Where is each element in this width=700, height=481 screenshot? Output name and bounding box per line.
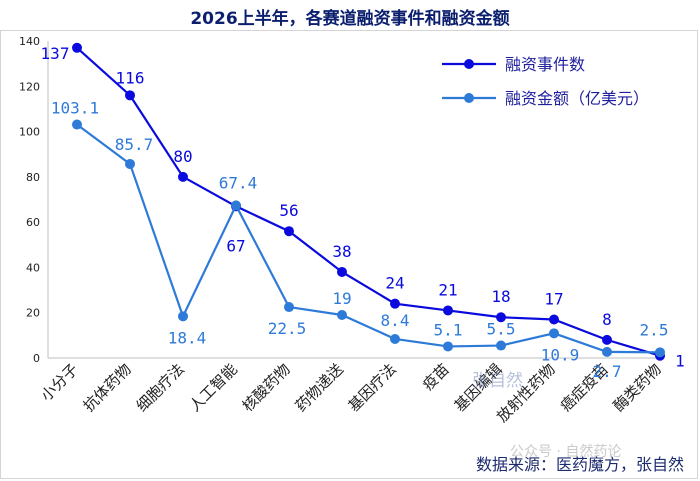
data-point (125, 90, 135, 101)
y-tick-label: 60 (26, 216, 40, 229)
data-point (72, 42, 82, 53)
data-point (443, 341, 453, 352)
data-point (602, 346, 612, 357)
watermark-account: 公众号 · 自然药论 (510, 444, 622, 460)
data-label: 2.5 (640, 320, 669, 339)
y-tick-label: 20 (26, 307, 40, 320)
data-label: 24 (385, 274, 404, 293)
data-point (443, 305, 453, 316)
y-tick-label: 120 (19, 80, 40, 93)
data-label: 85.7 (115, 135, 154, 154)
data-point (284, 302, 294, 313)
chart-title: 2026上半年，各赛道融资事件和融资金额 (190, 9, 510, 29)
x-tick-label: 人工智能 (186, 360, 241, 415)
y-tick-label: 0 (33, 352, 40, 365)
data-point (125, 158, 135, 169)
data-point (496, 340, 506, 351)
x-tick-label: 抗体药物 (80, 360, 135, 415)
data-point (178, 171, 188, 182)
data-point (549, 314, 559, 325)
data-label: 22.5 (268, 319, 307, 338)
legend-label: 融资金额（亿美元） (505, 89, 649, 108)
x-tick-label: 基因疗法 (345, 360, 400, 415)
data-label: 17 (544, 290, 563, 309)
data-label: 67 (226, 236, 245, 255)
data-point (549, 328, 559, 339)
y-tick-label: 100 (19, 126, 40, 139)
data-label: 18 (491, 287, 510, 306)
y-tick-label: 40 (26, 261, 40, 274)
data-point (496, 312, 506, 323)
data-point (284, 226, 294, 237)
legend-marker (464, 59, 474, 69)
data-point (178, 311, 188, 322)
chart-axes (47, 41, 662, 359)
series-layer: 137 116 80 67 56 38 24 21 18 17 8 1 103.1 85.7 18.4 67.… (41, 42, 685, 381)
y-axis-ticks: 0 20 40 60 80 100 120 140 (19, 35, 40, 365)
legend-marker (464, 93, 474, 103)
x-tick-label: 药物递送 (292, 360, 347, 415)
data-label: 18.4 (168, 328, 207, 347)
data-label: 8 (602, 310, 612, 329)
x-tick-label: 疫苗 (419, 360, 453, 394)
series-line (76, 123, 661, 354)
data-label: 67.4 (219, 173, 258, 192)
data-point (655, 347, 665, 358)
data-label: 10.9 (541, 345, 580, 364)
data-label: 103.1 (51, 99, 99, 118)
data-label: 2.7 (593, 362, 622, 381)
data-label: 116 (116, 68, 145, 87)
data-point (337, 309, 347, 320)
series-1: 137 116 80 67 56 38 24 21 18 17 8 1 (41, 42, 685, 371)
y-tick-label: 140 (19, 35, 40, 48)
watermark-author: 张自然 (472, 371, 523, 391)
data-point (602, 334, 612, 345)
source-note: 数据来源：医药魔方，张自然 (475, 455, 684, 474)
data-label: 19 (332, 289, 351, 308)
y-tick-label: 80 (26, 171, 40, 184)
legend-label: 融资事件数 (505, 55, 585, 74)
data-label: 80 (173, 147, 192, 166)
x-tick-label: 核酸药物 (239, 360, 294, 415)
data-point (72, 119, 82, 130)
x-tick-label: 细胞疗法 (133, 360, 188, 415)
data-label: 38 (332, 242, 351, 261)
data-label: 1 (675, 352, 685, 371)
data-label: 8.4 (381, 311, 410, 330)
data-point (231, 200, 241, 211)
data-label: 5.5 (487, 320, 516, 339)
data-label: 56 (279, 201, 298, 220)
data-point (390, 333, 400, 344)
data-label: 137 (41, 44, 70, 63)
data-label: 21 (438, 280, 457, 299)
data-label: 5.1 (434, 320, 463, 339)
series-2: 103.1 85.7 18.4 67.4 22.5 19 8.4 5.1 5.5 10.9 2.7 2… (51, 99, 669, 381)
data-point (337, 266, 347, 277)
data-point (390, 298, 400, 309)
chart-frame (0, 30, 698, 479)
x-tick-label: 小分子 (37, 360, 82, 405)
series-line (76, 46, 661, 357)
